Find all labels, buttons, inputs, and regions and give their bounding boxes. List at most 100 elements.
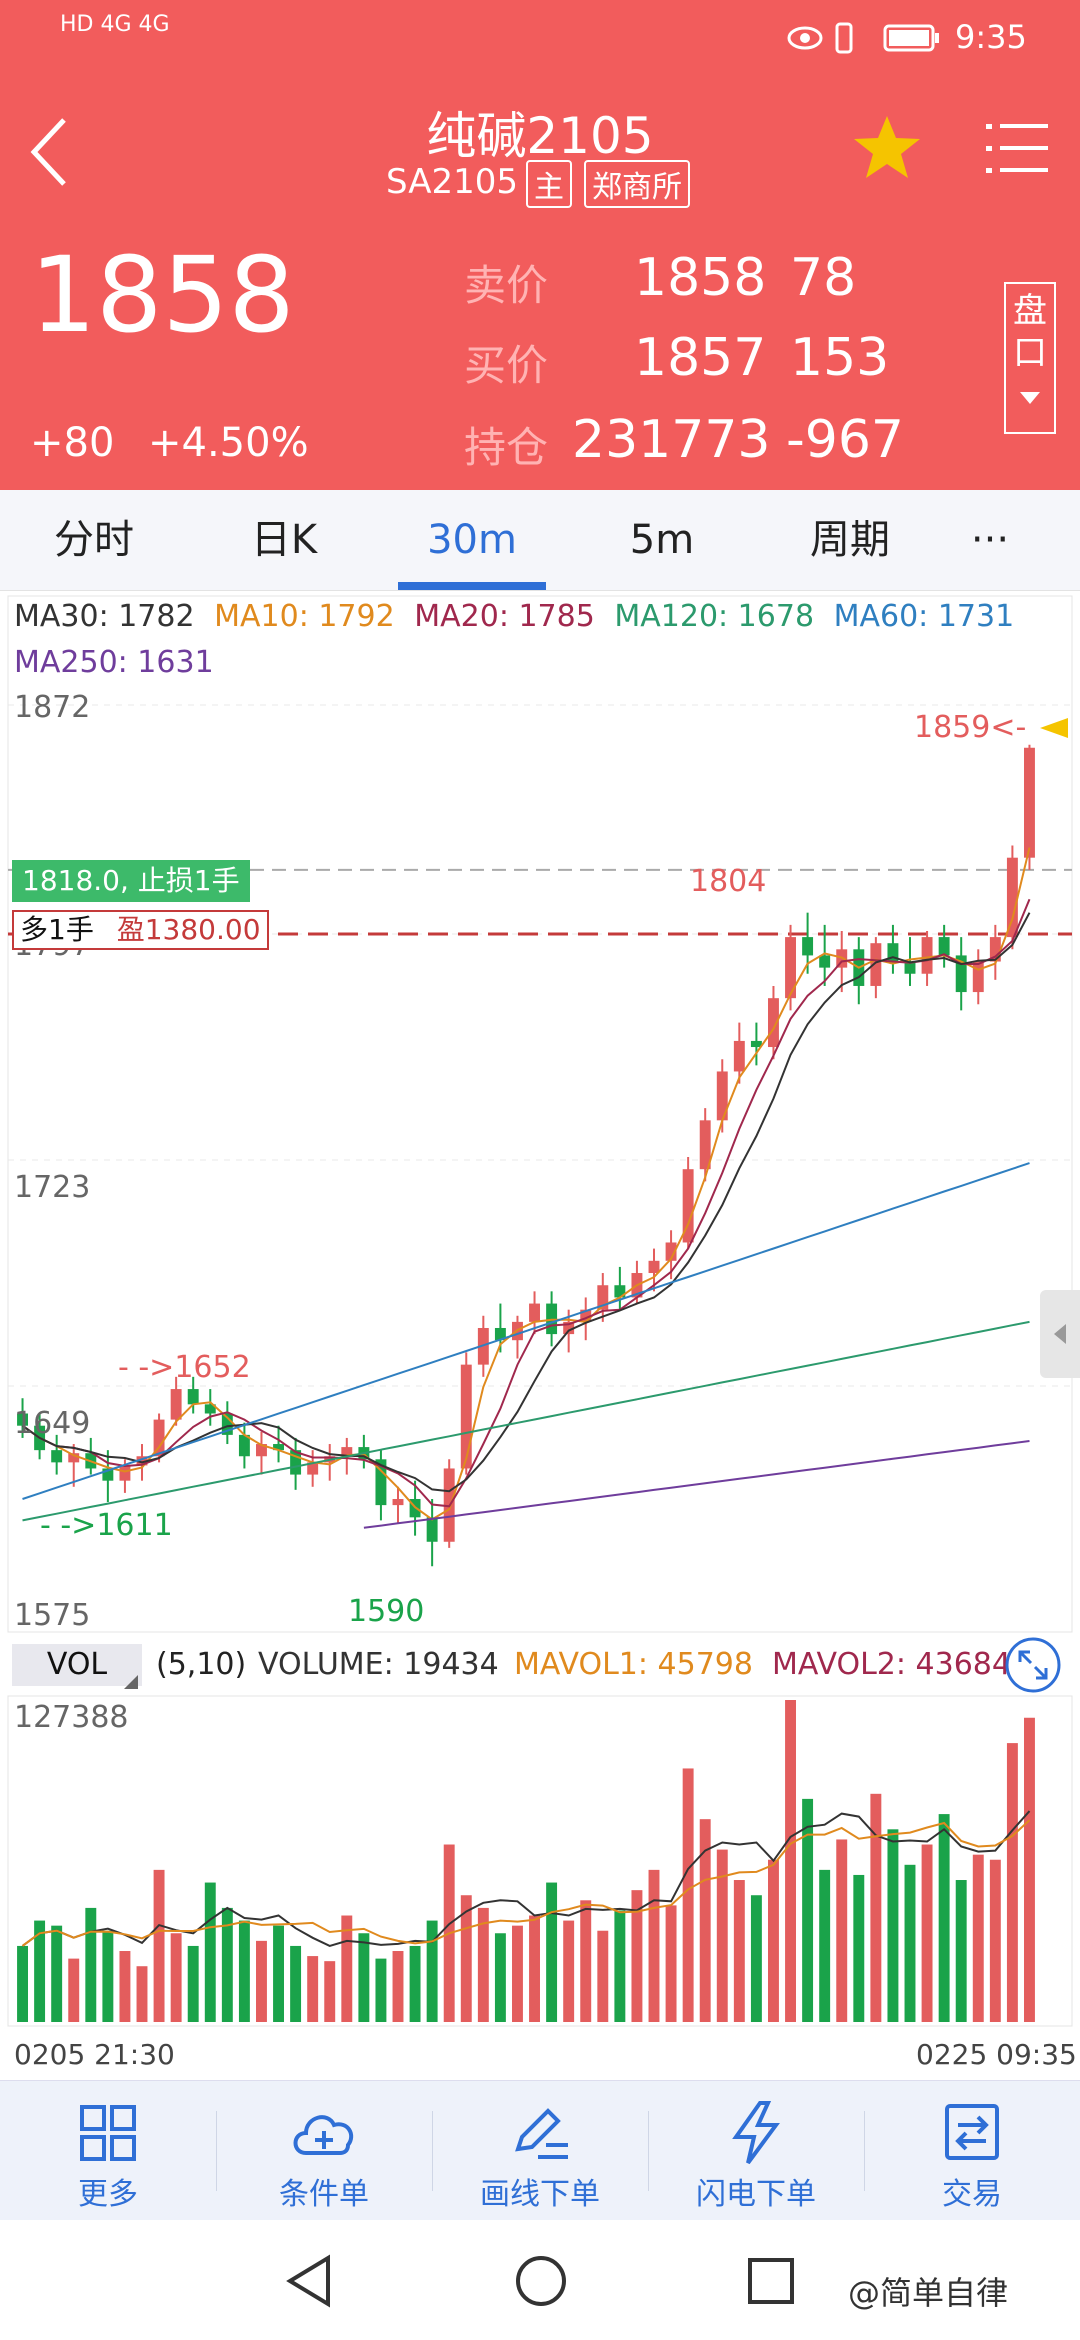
tab-intraday[interactable]: 分时 bbox=[54, 517, 134, 563]
chart-frame bbox=[7, 595, 1073, 1633]
divider bbox=[216, 2111, 217, 2191]
bottom-toolbar: 更多 条件单 画线下单 闪电下单 交易 bbox=[0, 2080, 1080, 2221]
volume-bar bbox=[972, 1854, 984, 2022]
y-label-bottom: 1575 bbox=[14, 1598, 91, 1633]
flash-order-button[interactable]: 闪电下单 bbox=[648, 2081, 864, 2221]
candle-body bbox=[51, 1450, 63, 1463]
volume-bar bbox=[563, 1920, 575, 2022]
volume-bar bbox=[17, 1945, 28, 2022]
kline-chart[interactable] bbox=[0, 0, 1080, 2080]
tab-daily[interactable]: 日K bbox=[250, 517, 318, 563]
tab-period[interactable]: 周期 bbox=[810, 517, 890, 563]
conditional-order-button[interactable]: 条件单 bbox=[216, 2081, 432, 2221]
menu-button[interactable] bbox=[986, 118, 1050, 182]
side-panel-handle[interactable] bbox=[1040, 1290, 1080, 1378]
candle-body bbox=[1024, 747, 1035, 858]
trade-button[interactable]: 交易 bbox=[864, 2081, 1080, 2221]
low-price-left-label: - ->1611 bbox=[40, 1508, 173, 1543]
tab-5m[interactable]: 5m bbox=[629, 517, 695, 563]
volume-bar bbox=[955, 1880, 967, 2022]
candle-body bbox=[563, 1321, 575, 1335]
volume-bar bbox=[529, 1915, 540, 2022]
favorite-button[interactable] bbox=[852, 112, 922, 186]
system-nav-bar: @简单自律 bbox=[0, 2220, 1080, 2340]
volume-max-label: 127388 bbox=[14, 1700, 129, 1735]
nav-recents-icon[interactable] bbox=[746, 2256, 796, 2306]
volume-frame bbox=[7, 1695, 1073, 2027]
candle-body bbox=[785, 937, 796, 999]
volume-bar bbox=[375, 1958, 387, 2022]
ask-price: 1858 bbox=[634, 248, 767, 308]
position-tag[interactable]: 多1手 盈1380.00 bbox=[12, 910, 269, 950]
volume-bar bbox=[716, 1849, 728, 2022]
divider bbox=[864, 2111, 865, 2191]
volume-indicator-tag[interactable]: VOL bbox=[12, 1644, 142, 1686]
nav-home-icon[interactable] bbox=[514, 2254, 568, 2308]
clock: 9:35 bbox=[955, 18, 1027, 56]
ma30-line bbox=[21, 912, 1031, 1493]
tab-30m[interactable]: 30m bbox=[427, 517, 517, 563]
draw-line-order-button[interactable]: 画线下单 bbox=[432, 2081, 648, 2221]
volume-bar bbox=[785, 1700, 796, 2022]
ask-volume: 78 bbox=[790, 248, 857, 308]
fullscreen-button[interactable] bbox=[1004, 1636, 1062, 1698]
volume-bar bbox=[119, 1951, 131, 2022]
back-button[interactable] bbox=[24, 112, 74, 196]
pankou-button[interactable]: 盘口 bbox=[1004, 282, 1056, 434]
ma250-line bbox=[363, 1440, 1030, 1529]
stop-loss-tag[interactable]: 1818.0, 止损1手 bbox=[12, 860, 250, 902]
y-label-top: 1872 bbox=[14, 690, 91, 725]
vol-tag-corner bbox=[124, 1674, 138, 1693]
price-change: +80 bbox=[30, 420, 115, 466]
candle-body bbox=[870, 943, 882, 986]
ma-legend: MA30: 1782 MA10: 1792 MA20: 1785 MA120: … bbox=[14, 594, 1074, 686]
mavol2-line bbox=[21, 1819, 1031, 1947]
volume-bar bbox=[358, 1933, 370, 2022]
ma120-line bbox=[22, 1320, 1030, 1522]
network-status: HD 4G 4G bbox=[60, 12, 170, 37]
volume-bar bbox=[546, 1882, 558, 2022]
candle-body bbox=[392, 1499, 404, 1506]
candle-body bbox=[136, 1456, 148, 1466]
candle-body bbox=[375, 1459, 387, 1506]
candle-body bbox=[819, 955, 831, 968]
ma10-legend: MA10: 1792 bbox=[214, 599, 395, 634]
volume-bar bbox=[648, 1869, 660, 2022]
candle-body bbox=[1006, 857, 1018, 938]
candle-body bbox=[494, 1327, 506, 1341]
bid-label: 买价 bbox=[464, 341, 549, 390]
bid-price: 1857 bbox=[634, 328, 767, 388]
volume-value: VOLUME: 19434 bbox=[258, 1647, 499, 1682]
y-label-mid: 1723 bbox=[14, 1170, 91, 1205]
volume-bar bbox=[750, 1895, 762, 2022]
open-interest-value: 231773 bbox=[572, 410, 771, 470]
conditional-order-label: 条件单 bbox=[279, 2177, 369, 2212]
candle-body bbox=[682, 1169, 694, 1243]
more-button[interactable]: 更多 bbox=[0, 2081, 216, 2221]
last-price-flag bbox=[1040, 716, 1070, 744]
volume-bar bbox=[853, 1874, 865, 2022]
volume-bar bbox=[256, 1940, 267, 2022]
candle-body bbox=[290, 1450, 302, 1475]
nav-back-icon[interactable] bbox=[284, 2254, 334, 2308]
volume-bar bbox=[409, 1945, 421, 2022]
position-label: 多1手 bbox=[20, 913, 94, 946]
ma60-line bbox=[22, 1162, 1030, 1500]
volume-bar bbox=[597, 1930, 609, 2022]
volume-bar bbox=[802, 1798, 814, 2022]
candle-body bbox=[187, 1389, 199, 1405]
mavol1-line bbox=[21, 1810, 1031, 1947]
volume-bar bbox=[324, 1961, 336, 2022]
exchange-icon bbox=[945, 2104, 999, 2160]
volume-bar bbox=[51, 1925, 63, 2022]
last-price-marker: 1859<- bbox=[914, 710, 1027, 745]
triangle-down-icon bbox=[1020, 392, 1040, 404]
volume-bar bbox=[204, 1882, 216, 2022]
volume-bar bbox=[887, 1829, 899, 2022]
volume-bar bbox=[1006, 1743, 1018, 2022]
last-price: 1858 bbox=[30, 234, 295, 356]
volume-bar bbox=[665, 1905, 677, 2022]
volume-bar bbox=[34, 1920, 46, 2022]
candle-body bbox=[273, 1444, 284, 1451]
tab-more[interactable]: ··· bbox=[970, 517, 1010, 563]
